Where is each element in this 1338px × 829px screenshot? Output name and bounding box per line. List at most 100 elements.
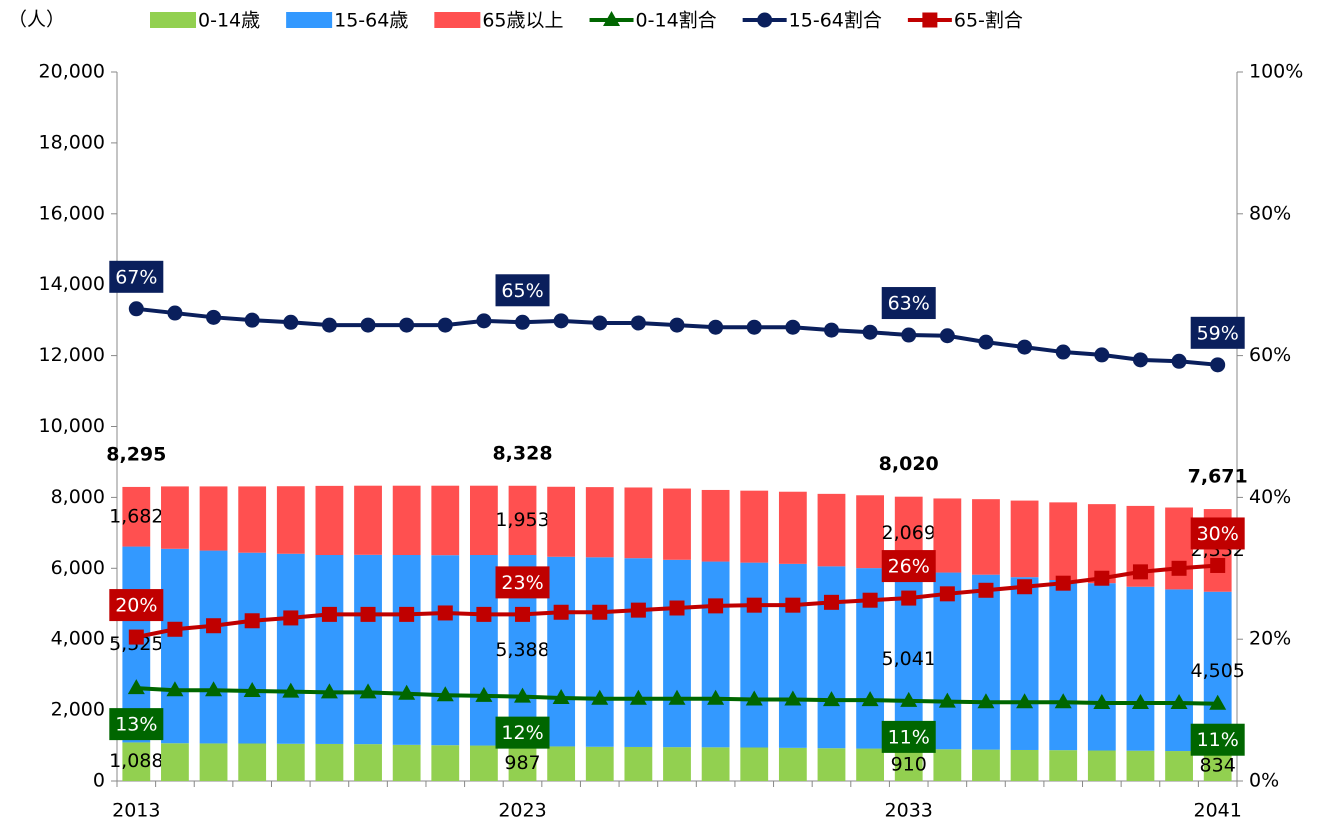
value-label-box bbox=[1190, 723, 1245, 756]
bar-segment bbox=[1049, 579, 1078, 751]
y-tick-label: 18,000 bbox=[39, 131, 105, 153]
bar-segment bbox=[1087, 750, 1116, 781]
bar-segment bbox=[547, 746, 576, 781]
line-marker bbox=[939, 586, 955, 602]
value-label-box bbox=[109, 589, 164, 622]
bar-value-label: 987 bbox=[504, 752, 540, 774]
line-value-label: 23% bbox=[501, 572, 543, 594]
bar-segment bbox=[972, 749, 1000, 781]
line-marker bbox=[708, 319, 724, 335]
bar-segment bbox=[933, 498, 962, 573]
bar-segment bbox=[778, 747, 807, 781]
line-marker bbox=[1210, 557, 1226, 573]
line-marker bbox=[552, 689, 570, 705]
bar-value-label: 910 bbox=[891, 753, 927, 775]
line-marker bbox=[746, 319, 762, 335]
bar-segment bbox=[585, 487, 614, 558]
line-marker bbox=[127, 679, 145, 695]
y2-tick-label: 20% bbox=[1249, 628, 1291, 650]
line-marker bbox=[1094, 570, 1110, 586]
bar-segment bbox=[199, 486, 228, 551]
bar-segment bbox=[817, 566, 846, 749]
line-marker bbox=[244, 613, 260, 629]
line-marker bbox=[669, 317, 685, 333]
line-marker bbox=[436, 686, 454, 702]
line-value-label: 13% bbox=[115, 714, 157, 736]
line-marker bbox=[244, 312, 260, 328]
bar-segment bbox=[778, 563, 807, 748]
bar-segment bbox=[469, 745, 498, 781]
bar-segment bbox=[740, 562, 769, 748]
bar-segment bbox=[624, 558, 653, 747]
line-value-label: 30% bbox=[1197, 523, 1239, 545]
bar-value-label: 1,953 bbox=[495, 509, 549, 531]
bar-segment bbox=[354, 744, 382, 781]
bar-segment bbox=[199, 550, 228, 744]
line-marker bbox=[360, 606, 376, 622]
y-tick-label: 20,000 bbox=[39, 61, 105, 83]
bar-segment bbox=[1165, 507, 1193, 590]
value-label-box bbox=[109, 708, 164, 741]
bar-segment bbox=[778, 491, 807, 564]
legend-label: 15-64歳 bbox=[334, 10, 408, 32]
line-marker bbox=[1094, 347, 1110, 363]
x-tick-label: 2033 bbox=[885, 800, 933, 822]
line-marker bbox=[1016, 693, 1034, 709]
line-marker bbox=[669, 600, 685, 616]
line-value-label: 20% bbox=[115, 595, 157, 617]
value-label-box bbox=[495, 566, 550, 599]
legend-label: 65-割合 bbox=[954, 10, 1023, 32]
line-value-label: 59% bbox=[1197, 322, 1239, 344]
line-marker bbox=[167, 621, 183, 637]
bar-segment bbox=[431, 745, 460, 781]
bar-segment bbox=[276, 486, 305, 554]
line-marker bbox=[861, 691, 879, 707]
value-label-box bbox=[1190, 316, 1245, 349]
line-marker bbox=[359, 683, 377, 699]
bar-segment bbox=[701, 561, 730, 748]
bar-segment bbox=[1165, 589, 1193, 752]
line-marker bbox=[978, 582, 994, 598]
legend-label: 15-64割合 bbox=[789, 10, 882, 32]
line-marker bbox=[823, 594, 839, 610]
line-marker bbox=[901, 590, 917, 606]
bar-segment bbox=[547, 556, 576, 747]
value-label-box bbox=[495, 716, 550, 749]
bar-segment bbox=[161, 486, 189, 549]
legend-swatch bbox=[286, 12, 333, 28]
line-marker bbox=[785, 597, 801, 613]
line-marker bbox=[1017, 579, 1033, 595]
line-marker bbox=[1017, 339, 1033, 355]
y-tick-label: 8,000 bbox=[51, 486, 105, 508]
y2-tick-label: 80% bbox=[1249, 202, 1291, 224]
value-label-box bbox=[109, 260, 164, 293]
line-marker bbox=[1132, 564, 1148, 580]
bar-segment bbox=[392, 744, 421, 781]
line-marker bbox=[1209, 694, 1227, 710]
bar-segment bbox=[315, 485, 344, 556]
line-value-label: 65% bbox=[501, 280, 543, 302]
bar-segment bbox=[817, 748, 846, 781]
legend-label: 65歳以上 bbox=[482, 10, 563, 32]
line-value-label: 67% bbox=[115, 266, 157, 288]
value-label-box bbox=[495, 274, 550, 307]
line-value-label: 12% bbox=[501, 722, 543, 744]
line-marker bbox=[515, 314, 531, 330]
bar-segment bbox=[161, 743, 189, 781]
line-marker bbox=[629, 689, 647, 705]
line-marker bbox=[283, 314, 299, 330]
bar-segment bbox=[1126, 750, 1155, 781]
line-marker bbox=[785, 319, 801, 335]
bar-segment bbox=[740, 490, 769, 563]
line-marker bbox=[553, 604, 569, 620]
line-marker bbox=[1055, 344, 1071, 360]
value-label-box bbox=[881, 720, 936, 753]
y2-tick-label: 0% bbox=[1249, 770, 1279, 792]
bar-segment bbox=[469, 555, 498, 746]
bar-segment bbox=[624, 746, 653, 781]
y-axis-unit: （人） bbox=[8, 9, 65, 31]
line-marker bbox=[321, 606, 337, 622]
line-marker bbox=[1170, 694, 1188, 710]
bar-segment bbox=[354, 554, 382, 745]
bar-segment bbox=[933, 572, 962, 750]
